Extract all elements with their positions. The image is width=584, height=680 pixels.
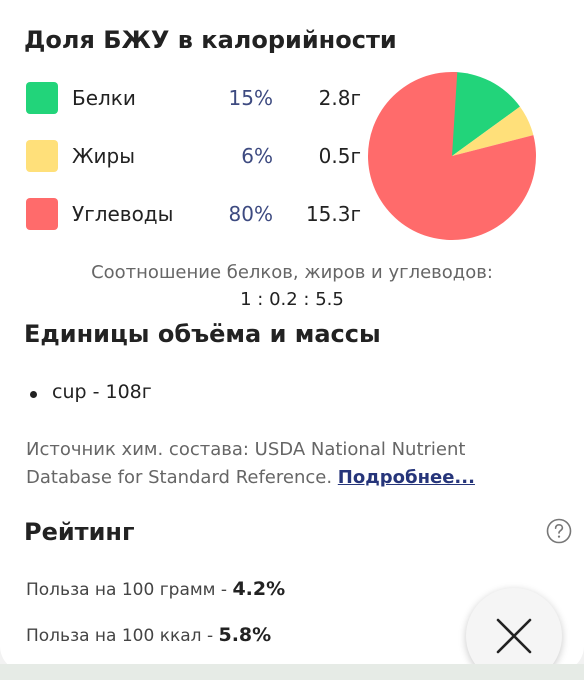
fat-label: Жиры <box>72 144 136 168</box>
rating-per-100g: Польза на 100 грамм - 4.2% <box>26 578 285 600</box>
source-text: Источник хим. состава: USDA National Nut… <box>26 439 466 488</box>
fat-color-swatch <box>26 140 58 172</box>
macros-pie-chart <box>368 72 536 241</box>
units-list: cup - 108г <box>30 381 152 403</box>
rating-per-100g-value: 4.2% <box>232 578 286 600</box>
units-title: Единицы объёма и массы <box>24 320 381 348</box>
background-strip <box>0 664 584 680</box>
rating-per-100kcal-label: Польза на 100 ккал - <box>26 626 219 646</box>
help-circle-icon[interactable] <box>546 518 572 544</box>
close-icon <box>496 618 532 654</box>
rating-per-100g-label: Польза на 100 грамм - <box>26 580 233 600</box>
protein-color-swatch <box>26 82 58 114</box>
protein-label: Белки <box>72 86 136 110</box>
rating-per-100kcal-value: 5.8% <box>218 624 272 646</box>
fat-percent: 6% <box>241 144 273 168</box>
ratio-caption: Соотношение белков, жиров и углеводов: <box>91 262 493 283</box>
unit-item-cup: cup - 108г <box>30 381 152 403</box>
fat-grams: 0.5г <box>318 144 361 168</box>
close-button[interactable] <box>466 588 562 672</box>
macro-row-protein: Белки 15% 2.8г <box>26 82 371 116</box>
carbs-label: Углеводы <box>72 202 174 226</box>
carbs-percent: 80% <box>228 202 273 226</box>
carbs-color-swatch <box>26 198 58 230</box>
pie-slice-fat <box>452 106 534 156</box>
rating-title: Рейтинг <box>24 518 135 546</box>
ratio-value: 1 : 0.2 : 5.5 <box>240 289 344 310</box>
protein-percent: 15% <box>228 86 273 110</box>
macros-title: Доля БЖУ в калорийности <box>24 26 397 54</box>
protein-grams: 2.8г <box>318 86 361 110</box>
source-note: Источник хим. состава: USDA National Nut… <box>26 436 556 492</box>
macro-row-fat: Жиры 6% 0.5г <box>26 140 371 174</box>
pie-slice-protein <box>452 72 520 156</box>
pie-slice-carbs <box>368 72 536 241</box>
macro-row-carbs: Углеводы 80% 15.3г <box>26 198 371 232</box>
source-more-link[interactable]: Подробнее... <box>337 467 475 488</box>
rating-per-100kcal: Польза на 100 ккал - 5.8% <box>26 624 271 646</box>
carbs-grams: 15.3г <box>305 202 361 226</box>
